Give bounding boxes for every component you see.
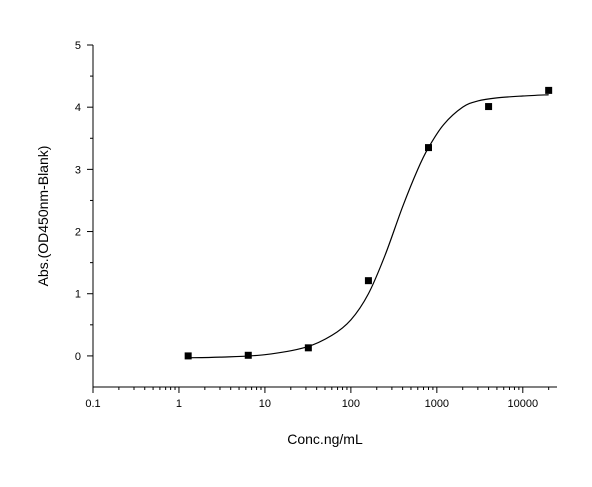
x-tick-label-1: 1	[176, 398, 182, 410]
x-axis-title: Conc.ng/mL	[287, 431, 363, 447]
x-tick-label-5: 10000	[507, 398, 538, 410]
axis-ticks: 0.1 1 10 100 1000 10000 0 1 2 3 4 5	[75, 40, 550, 410]
series-layer	[184, 86, 553, 360]
data-point-2	[304, 344, 312, 352]
y-tick-label-4: 4	[75, 102, 81, 114]
y-tick-label-0: 0	[75, 351, 81, 363]
data-point-4	[425, 144, 432, 152]
data-point-6	[545, 86, 553, 94]
data-point-0	[184, 352, 192, 360]
y-tick-label-5: 5	[75, 40, 81, 52]
data-point-1	[244, 351, 252, 359]
data-point-3	[364, 277, 372, 285]
axes	[92, 45, 557, 388]
y-tick-label-1: 1	[75, 289, 81, 301]
x-tick-label-2: 10	[259, 398, 271, 410]
y-tick-label-2: 2	[75, 227, 81, 239]
y-tick-label-3: 3	[75, 164, 81, 176]
y-axis-title: Abs.(OD450nm-Blank)	[35, 146, 51, 287]
data-point-5	[485, 103, 493, 111]
fit-curve-series-1	[188, 94, 549, 359]
x-tick-label-3: 100	[342, 398, 360, 410]
x-tick-label-4: 1000	[425, 398, 449, 410]
x-tick-label-0: 0.1	[85, 398, 100, 410]
